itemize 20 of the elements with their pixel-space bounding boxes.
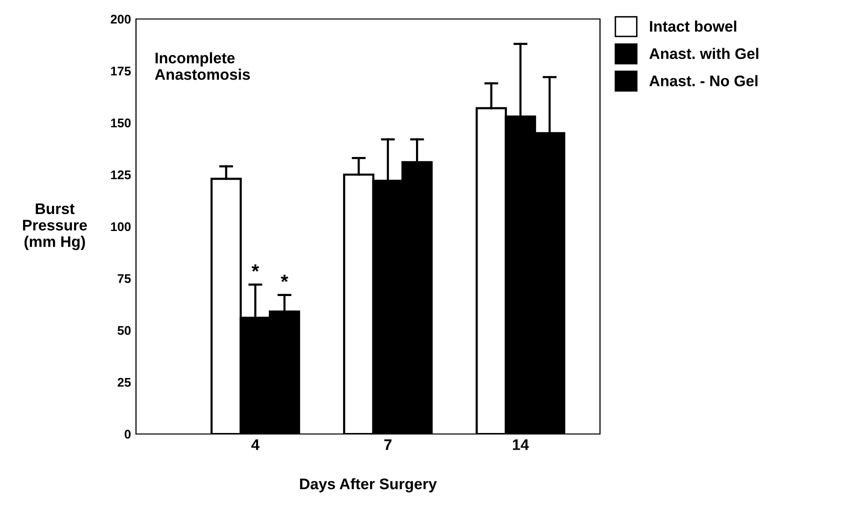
- legend-label: Anast. - No Gel: [649, 75, 758, 86]
- y-tick-label: 200: [110, 14, 131, 24]
- x-tick-label: 7: [384, 439, 392, 450]
- y-tick-label: 175: [111, 66, 131, 76]
- x-axis-title: Days After Surgery: [300, 478, 437, 492]
- y-tick-label: 125: [111, 170, 131, 180]
- annotation: Incomplete Anastomosis: [154, 52, 250, 80]
- x-tick-label: 14: [512, 439, 529, 450]
- annotation: *: [280, 274, 288, 282]
- y-axis-title: Burst Pressure (mm Hg): [23, 203, 87, 250]
- annotation: *: [252, 264, 260, 272]
- y-tick-label: 100: [111, 222, 131, 232]
- y-tick-label: 25: [118, 378, 131, 387]
- x-tick-label: 4: [251, 439, 260, 450]
- legend-label: Intact bowel: [650, 20, 736, 32]
- legend-label: Anast. with Gel: [649, 48, 758, 60]
- y-tick-label: 150: [111, 118, 131, 128]
- y-tick-label: 0: [124, 430, 131, 439]
- y-tick-label: 50: [118, 326, 131, 335]
- y-tick-label: 75: [118, 274, 131, 284]
